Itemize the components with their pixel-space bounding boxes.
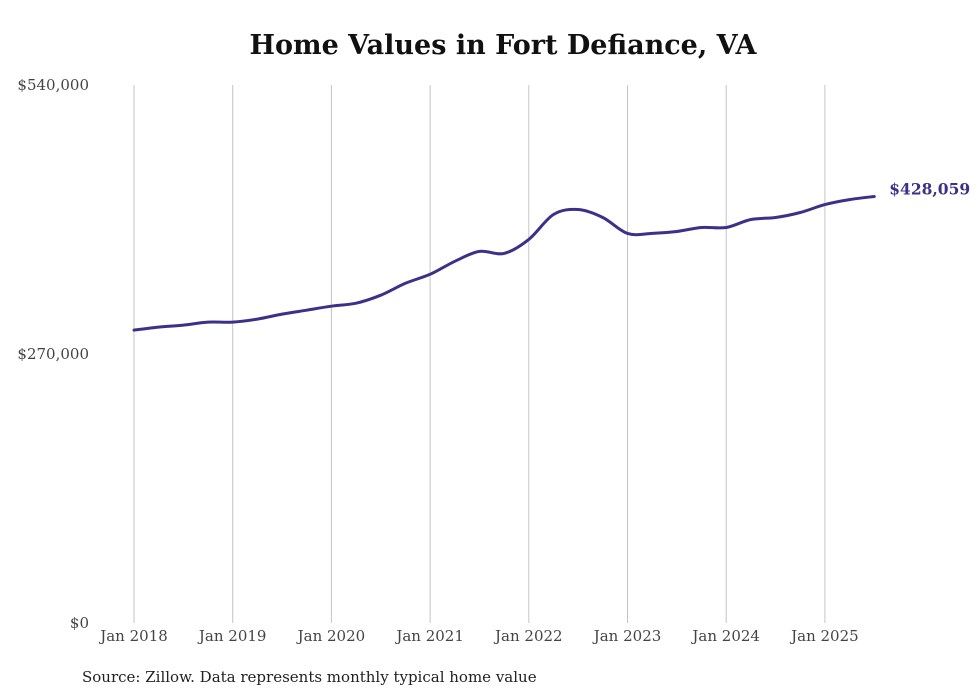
y-tick-label: $270,000: [17, 345, 89, 363]
series-layer: [132, 195, 876, 332]
y-tick-label: $0: [70, 614, 89, 632]
x-axis-ticks: Jan 2018 Jan 2019 Jan 2020 Jan 2021 Jan 2022…: [98, 627, 858, 645]
x-tick-label: Jan 2018: [98, 627, 168, 645]
end-value-label: $428,059: [889, 180, 970, 199]
end-label-layer: $428,059: [889, 180, 970, 199]
y-tick-label: $540,000: [17, 76, 89, 94]
x-tick-label: Jan 2020: [296, 627, 366, 645]
x-tick-label: Jan 2019: [197, 627, 267, 645]
chart-title: Home Values in Fort Defiance, VA: [249, 30, 757, 61]
x-tick-label: Jan 2024: [690, 627, 760, 645]
x-tick-label: Jan 2025: [789, 627, 859, 645]
x-tick-label: Jan 2022: [493, 627, 563, 645]
gridlines: [133, 85, 826, 623]
source-note: Source: Zillow. Data represents monthly …: [82, 668, 537, 686]
x-tick-label: Jan 2021: [394, 627, 464, 645]
series-line: [132, 195, 876, 332]
y-axis-ticks: $0 $270,000 $540,000: [17, 76, 89, 632]
x-tick-label: Jan 2023: [592, 627, 662, 645]
